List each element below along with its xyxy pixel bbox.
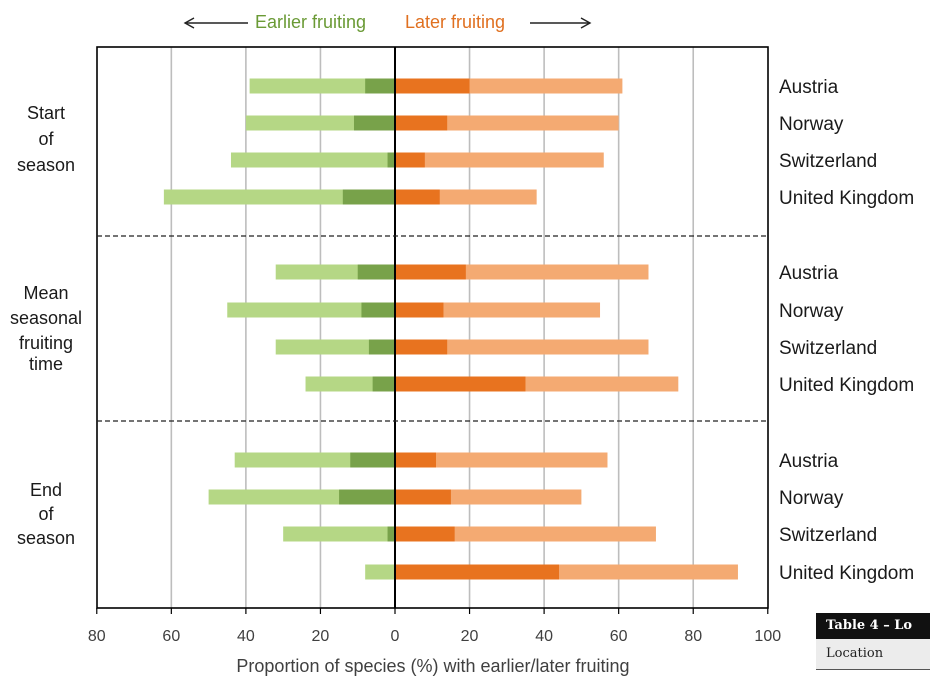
country-label: United Kingdom <box>779 375 914 396</box>
x-tick-label: 100 <box>754 628 781 645</box>
bar-earlier-dark <box>353 115 395 131</box>
bar-later-dark <box>395 78 470 94</box>
bar-earlier-dark <box>350 452 395 468</box>
x-tick-label: 60 <box>610 628 628 645</box>
x-tick-label: 80 <box>684 628 702 645</box>
table-column-header: Location <box>816 639 930 670</box>
table-title: Table 4 – Lo <box>816 613 930 639</box>
bar-later-dark <box>395 564 560 580</box>
bar-later-dark <box>395 489 451 505</box>
bar-earlier-total <box>230 152 395 168</box>
x-tick-label: 40 <box>535 628 553 645</box>
country-label: Austria <box>779 77 839 98</box>
bar-earlier-dark <box>339 489 395 505</box>
group-label: season <box>17 528 75 548</box>
group-label: End <box>30 480 62 500</box>
bar-later-dark <box>395 302 444 318</box>
bar-earlier-dark <box>372 376 395 392</box>
group-label: of <box>38 129 54 149</box>
country-label: Norway <box>779 301 844 322</box>
group-label: time <box>29 354 63 374</box>
bars <box>163 78 738 580</box>
country-label: Austria <box>779 451 839 472</box>
country-label: Switzerland <box>779 525 877 546</box>
bar-later-dark <box>395 339 448 355</box>
table-snippet: Table 4 – Lo Location <box>816 613 930 670</box>
bar-later-dark <box>395 526 455 542</box>
country-label: Switzerland <box>779 151 877 172</box>
bar-earlier-dark <box>361 302 395 318</box>
bar-later-total <box>395 302 601 318</box>
group-label: fruiting <box>19 333 73 353</box>
x-tick-label: 20 <box>312 628 330 645</box>
country-label: Austria <box>779 263 839 284</box>
bar-later-dark <box>395 376 526 392</box>
bar-earlier-dark <box>387 152 395 168</box>
bar-earlier-total <box>163 189 395 205</box>
group-label: Start <box>27 103 65 123</box>
grid-lines <box>170 47 695 608</box>
bar-earlier-total <box>283 526 395 542</box>
group-label: season <box>17 155 75 175</box>
country-label: Norway <box>779 114 844 135</box>
bar-later-dark <box>395 452 437 468</box>
x-tick-label: 20 <box>461 628 479 645</box>
bar-earlier-dark <box>387 526 395 542</box>
country-label: United Kingdom <box>779 563 914 584</box>
country-label: United Kingdom <box>779 188 914 209</box>
group-label: seasonal <box>10 308 82 328</box>
earlier-fruiting-label: Earlier fruiting <box>255 12 366 32</box>
x-axis-title: Proportion of species (%) with earlier/l… <box>236 656 629 676</box>
bar-earlier-dark <box>368 339 395 355</box>
x-tick-label: 40 <box>237 628 255 645</box>
plot-frame <box>96 46 769 614</box>
group-label: of <box>38 504 54 524</box>
x-tick-label: 80 <box>88 628 106 645</box>
bar-earlier-dark <box>357 264 395 280</box>
bar-earlier-total <box>275 339 395 355</box>
x-tick-label: 60 <box>162 628 180 645</box>
x-tick-label: 0 <box>391 628 400 645</box>
plot-border <box>96 46 769 609</box>
direction-header: Earlier fruiting Later fruiting <box>183 12 592 32</box>
bar-later-total <box>395 152 604 168</box>
bar-later-dark <box>395 264 466 280</box>
bar-earlier-total <box>249 78 395 94</box>
bar-later-dark <box>395 189 440 205</box>
country-label: Norway <box>779 488 844 509</box>
bar-later-total <box>395 339 649 355</box>
bar-earlier-dark <box>342 189 395 205</box>
bar-later-dark <box>395 115 448 131</box>
bar-later-total <box>395 115 619 131</box>
country-label: Switzerland <box>779 338 877 359</box>
bar-later-total <box>395 526 656 542</box>
right-arrow-head <box>580 17 592 29</box>
bar-later-dark <box>395 152 425 168</box>
bar-later-total <box>395 452 608 468</box>
bar-earlier-total <box>365 564 395 580</box>
bar-earlier-total <box>227 302 395 318</box>
group-label: Mean <box>23 283 68 303</box>
left-arrow-head <box>183 17 195 29</box>
bar-earlier-dark <box>365 78 395 94</box>
labels: 80 60 40 20 0 20 40 60 80 100 Austria Norway Switzer… <box>10 77 914 676</box>
later-fruiting-label: Later fruiting <box>405 12 505 32</box>
